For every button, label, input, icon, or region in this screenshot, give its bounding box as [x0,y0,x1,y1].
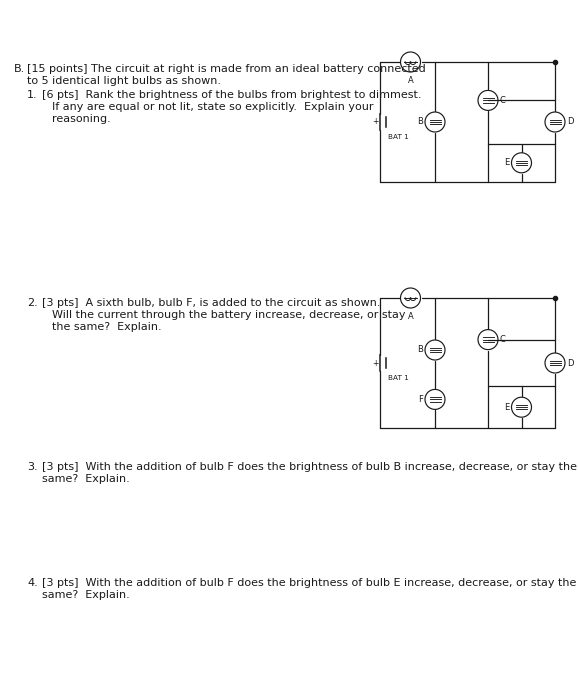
Text: the same?  Explain.: the same? Explain. [52,322,162,332]
Text: 2.: 2. [27,298,38,308]
Text: E: E [504,158,509,167]
Text: same?  Explain.: same? Explain. [42,590,129,600]
Text: [3 pts]  With the addition of bulb F does the brightness of bulb E increase, dec: [3 pts] With the addition of bulb F does… [42,578,576,588]
Text: B.: B. [14,64,25,74]
Text: to 5 identical light bulbs as shown.: to 5 identical light bulbs as shown. [27,76,221,86]
Text: B: B [417,346,423,354]
Text: 1.: 1. [27,90,38,100]
Text: D: D [567,118,573,127]
Text: same?  Explain.: same? Explain. [42,474,129,484]
Text: [3 pts]  A sixth bulb, bulb F, is added to the circuit as shown.: [3 pts] A sixth bulb, bulb F, is added t… [42,298,380,308]
Text: Will the current through the battery increase, decrease, or stay: Will the current through the battery inc… [52,310,406,320]
Text: E: E [504,402,509,412]
Text: BAT 1: BAT 1 [388,375,409,381]
Text: 4.: 4. [27,578,38,588]
Text: BAT 1: BAT 1 [388,134,409,140]
Text: +: + [372,358,378,368]
Text: A: A [407,76,413,85]
Text: D: D [567,358,573,368]
Text: [3 pts]  With the addition of bulb F does the brightness of bulb B increase, dec: [3 pts] With the addition of bulb F does… [42,462,577,472]
Text: B: B [417,118,423,127]
Text: C: C [500,335,506,344]
Text: C: C [500,96,506,105]
Text: +: + [372,118,378,127]
Text: If any are equal or not lit, state so explicitly.  Explain your: If any are equal or not lit, state so ex… [52,102,373,112]
Text: 3.: 3. [27,462,38,472]
Text: A: A [407,312,413,321]
Text: [15 points] The circuit at right is made from an ideal battery connected: [15 points] The circuit at right is made… [27,64,426,74]
Text: [6 pts]  Rank the brightness of the bulbs from brightest to dimmest.: [6 pts] Rank the brightness of the bulbs… [42,90,421,100]
Text: reasoning.: reasoning. [52,114,111,124]
Text: F: F [418,395,423,404]
